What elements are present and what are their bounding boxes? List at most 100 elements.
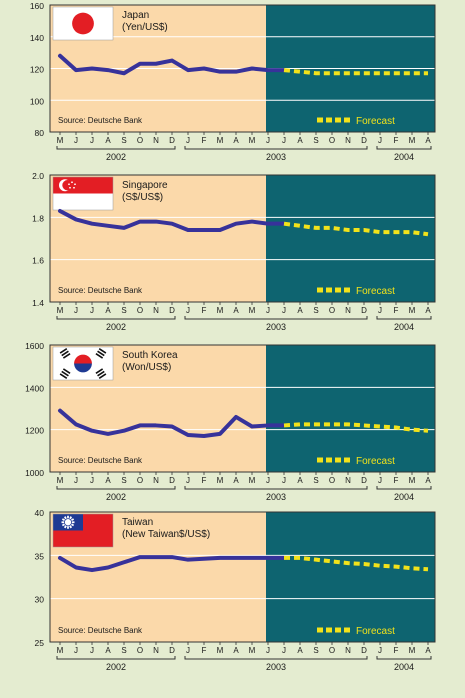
y-tick-label: 1600 bbox=[25, 341, 44, 351]
year-bracket bbox=[376, 146, 432, 150]
month-tick-label: F bbox=[394, 136, 399, 145]
month-tick-label: D bbox=[361, 476, 367, 485]
flag-star-3 bbox=[69, 186, 71, 189]
month-tick-label: F bbox=[202, 136, 207, 145]
month-tick-label: O bbox=[329, 136, 335, 145]
year-bracket bbox=[56, 486, 176, 490]
year-bracket bbox=[376, 316, 432, 320]
month-tick-label: N bbox=[345, 476, 351, 485]
plot-frame bbox=[49, 344, 436, 473]
year-label: 2003 bbox=[266, 152, 286, 162]
month-tick-label: M bbox=[249, 476, 256, 485]
month-tick-label: N bbox=[345, 136, 351, 145]
month-tick-label: J bbox=[378, 306, 382, 315]
flag-trigram-2-0 bbox=[62, 368, 71, 374]
month-tick-label: A bbox=[105, 306, 111, 315]
month-tick-label: F bbox=[394, 306, 399, 315]
month-tick-label: A bbox=[425, 476, 431, 485]
year-label: 2004 bbox=[394, 152, 414, 162]
chart-panel-south-korea: 1000 1200 1400 1600 South Korea(Won/US$) Sour… bbox=[25, 341, 436, 502]
month-tick-label: M bbox=[249, 306, 256, 315]
month-tick-label: N bbox=[345, 646, 351, 655]
month-tick-label: M bbox=[409, 476, 416, 485]
flag-crescent-cut bbox=[62, 180, 73, 191]
flag-border bbox=[52, 513, 114, 548]
month-tick-label: A bbox=[233, 306, 239, 315]
forecast-series-line bbox=[283, 221, 429, 237]
forecast-background bbox=[266, 512, 435, 642]
month-tick-label: A bbox=[425, 646, 431, 655]
month-tick-label: S bbox=[313, 646, 318, 655]
singapore-flag-icon bbox=[52, 176, 114, 211]
month-tick-label: D bbox=[361, 136, 367, 145]
month-tick-label: J bbox=[74, 306, 78, 315]
year-label: 2002 bbox=[106, 492, 126, 502]
flag-bottom bbox=[53, 193, 113, 210]
chart-panel-singapore: 1.4 1.6 1.8 2.0 Singapore(S$/US$) Source: Deu… bbox=[32, 171, 436, 332]
year-label: 2002 bbox=[106, 322, 126, 332]
chart-panel-taiwan: 25 30 35 40 Taiwan(New Taiwan$/US$) Source: D… bbox=[35, 508, 436, 672]
flag-trigram-3-0 bbox=[95, 368, 104, 374]
month-tick-label: J bbox=[378, 646, 382, 655]
plot-frame bbox=[49, 4, 436, 133]
month-tick-label: M bbox=[217, 476, 224, 485]
source-note: Source: Deutsche Bank bbox=[58, 286, 143, 295]
actual-series-line bbox=[58, 208, 286, 233]
y-tick-label: 100 bbox=[30, 96, 44, 106]
month-tick-label: J bbox=[266, 646, 270, 655]
flag-trigram-2-2 bbox=[59, 373, 68, 379]
month-tick-label: A bbox=[105, 136, 111, 145]
month-tick-label: D bbox=[169, 306, 175, 315]
year-bracket bbox=[376, 656, 432, 660]
year-bracket bbox=[184, 146, 368, 150]
flag-trigram-3-1 bbox=[97, 370, 105, 377]
month-tick-label: A bbox=[297, 476, 303, 485]
month-tick-label: J bbox=[186, 646, 190, 655]
month-tick-label: F bbox=[202, 646, 207, 655]
month-tick-label: A bbox=[297, 136, 303, 145]
month-tick-label: M bbox=[409, 136, 416, 145]
source-note: Source: Deutsche Bank bbox=[58, 456, 143, 465]
month-tick-label: O bbox=[137, 476, 143, 485]
taiwan-flag-icon bbox=[52, 513, 114, 548]
flag-trigram-0-2 bbox=[62, 353, 71, 359]
flag-trigram-1-2 bbox=[95, 353, 104, 359]
month-tick-label: S bbox=[313, 306, 318, 315]
month-tick-label: F bbox=[394, 476, 399, 485]
y-tick-label: 1000 bbox=[25, 468, 44, 478]
flag-taeguk-blue bbox=[74, 363, 92, 373]
forecast-series-line bbox=[284, 555, 429, 572]
month-tick-label: S bbox=[121, 476, 126, 485]
y-tick-label: 35 bbox=[35, 551, 45, 561]
actual-series-line bbox=[58, 408, 286, 439]
y-tick-label: 1.8 bbox=[32, 213, 44, 223]
y-tick-label: 1400 bbox=[25, 383, 44, 393]
y-tick-label: 1.6 bbox=[32, 256, 44, 266]
flag-trigram-0-1 bbox=[61, 350, 69, 357]
year-label: 2004 bbox=[394, 492, 414, 502]
chart-panel-japan: 80 100 120 140 160 Japan(Yen/US$) Source: Deut… bbox=[30, 1, 436, 162]
month-tick-label: J bbox=[378, 136, 382, 145]
month-tick-label: D bbox=[361, 646, 367, 655]
month-tick-label: S bbox=[313, 136, 318, 145]
source-note: Source: Deutsche Bank bbox=[58, 626, 143, 635]
unit-label: (New Taiwan$/US$) bbox=[122, 529, 210, 540]
month-tick-label: M bbox=[409, 646, 416, 655]
year-bracket bbox=[56, 146, 176, 150]
month-tick-label: N bbox=[153, 136, 159, 145]
month-tick-label: J bbox=[90, 646, 94, 655]
year-bracket bbox=[376, 486, 432, 490]
y-tick-label: 40 bbox=[35, 508, 45, 518]
month-tick-label: F bbox=[202, 306, 207, 315]
month-tick-label: J bbox=[74, 476, 78, 485]
month-tick-label: A bbox=[105, 646, 111, 655]
legend-forecast-label: Forecast bbox=[356, 626, 395, 637]
month-tick-label: J bbox=[90, 476, 94, 485]
y-tick-label: 2.0 bbox=[32, 171, 44, 181]
month-tick-label: D bbox=[169, 476, 175, 485]
month-tick-label: J bbox=[90, 136, 94, 145]
month-tick-label: N bbox=[153, 306, 159, 315]
year-bracket bbox=[56, 656, 176, 660]
month-tick-label: S bbox=[121, 646, 126, 655]
